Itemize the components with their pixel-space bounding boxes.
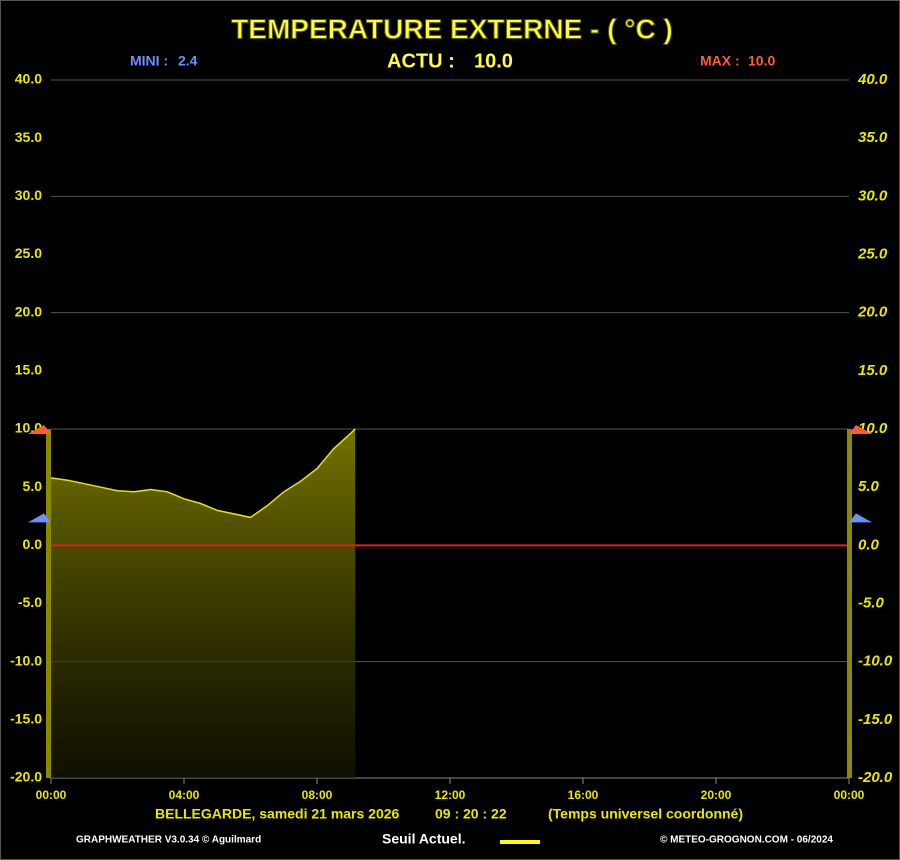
stat-value: 10.0	[474, 50, 513, 72]
max-marker	[849, 425, 872, 434]
y2-tick-label: 20.0	[857, 304, 888, 321]
y2-tick-label: 40.0	[857, 71, 888, 88]
stat-value: 10.0	[748, 53, 775, 69]
line	[50, 428, 356, 519]
x-tick-label: 04:00	[169, 788, 200, 802]
y2-tick-label: -15.0	[858, 711, 893, 728]
y-tick-label: -5.0	[18, 594, 42, 610]
x-tick-label: 20:00	[701, 788, 732, 802]
max-marker	[28, 425, 51, 434]
actual-bar	[847, 429, 852, 778]
stat-label: MINI :	[130, 53, 168, 69]
y2-tick-label: 5.0	[858, 478, 880, 495]
y-tick-label: 40.0	[15, 71, 42, 87]
y2-tick-label: 0.0	[858, 536, 880, 553]
y-tick-label: -20.0	[10, 769, 42, 785]
credit: GRAPHWEATHER V3.0.34 © Aguilmard	[76, 835, 261, 846]
location: BELLEGARDE, samedi 21 mars 2026	[155, 806, 400, 822]
y2-tick-label: 15.0	[858, 362, 888, 379]
x-tick-label: 12:00	[435, 788, 466, 802]
area	[51, 429, 356, 778]
x-tick-label: 08:00	[302, 788, 333, 802]
actual-bar	[46, 429, 51, 778]
chart-title: TEMPERATURE EXTERNE - ( °C )	[231, 13, 673, 44]
y-tick-label: 15.0	[15, 362, 42, 378]
legend-label: Seuil Actuel.	[382, 831, 466, 847]
y2-tick-label: -5.0	[858, 594, 885, 611]
y-tick-label: 5.0	[23, 478, 43, 494]
y-tick-label: 30.0	[15, 187, 42, 203]
y2-tick-label: 30.0	[858, 187, 888, 204]
stat-label: MAX :	[700, 53, 740, 69]
timezone: (Temps universel coordonné)	[548, 806, 743, 822]
x-tick-label: 16:00	[568, 788, 599, 802]
y2-tick-label: 35.0	[858, 129, 888, 146]
stat-value: 2.4	[178, 53, 198, 69]
x-tick-label: 00:00	[834, 788, 865, 802]
y-tick-label: 25.0	[15, 245, 42, 261]
min-marker	[28, 513, 51, 523]
x-tick-label: 00:00	[36, 788, 67, 802]
y-tick-label: 0.0	[23, 536, 43, 552]
y2-tick-label: -20.0	[858, 769, 893, 786]
y-tick-label: 35.0	[15, 129, 42, 145]
y2-tick-label: -10.0	[858, 653, 893, 670]
time: 09 : 20 : 22	[435, 806, 507, 822]
min-marker	[849, 513, 872, 523]
y2-tick-label: 10.0	[858, 420, 888, 437]
stat-label: ACTU :	[387, 50, 455, 72]
y-tick-label: -15.0	[10, 711, 42, 727]
y2-tick-label: 25.0	[857, 245, 888, 262]
y-tick-label: -10.0	[10, 652, 42, 668]
y-tick-label: 20.0	[15, 303, 42, 319]
copyright: © METEO-GROGNON.COM - 06/2024	[660, 835, 833, 846]
